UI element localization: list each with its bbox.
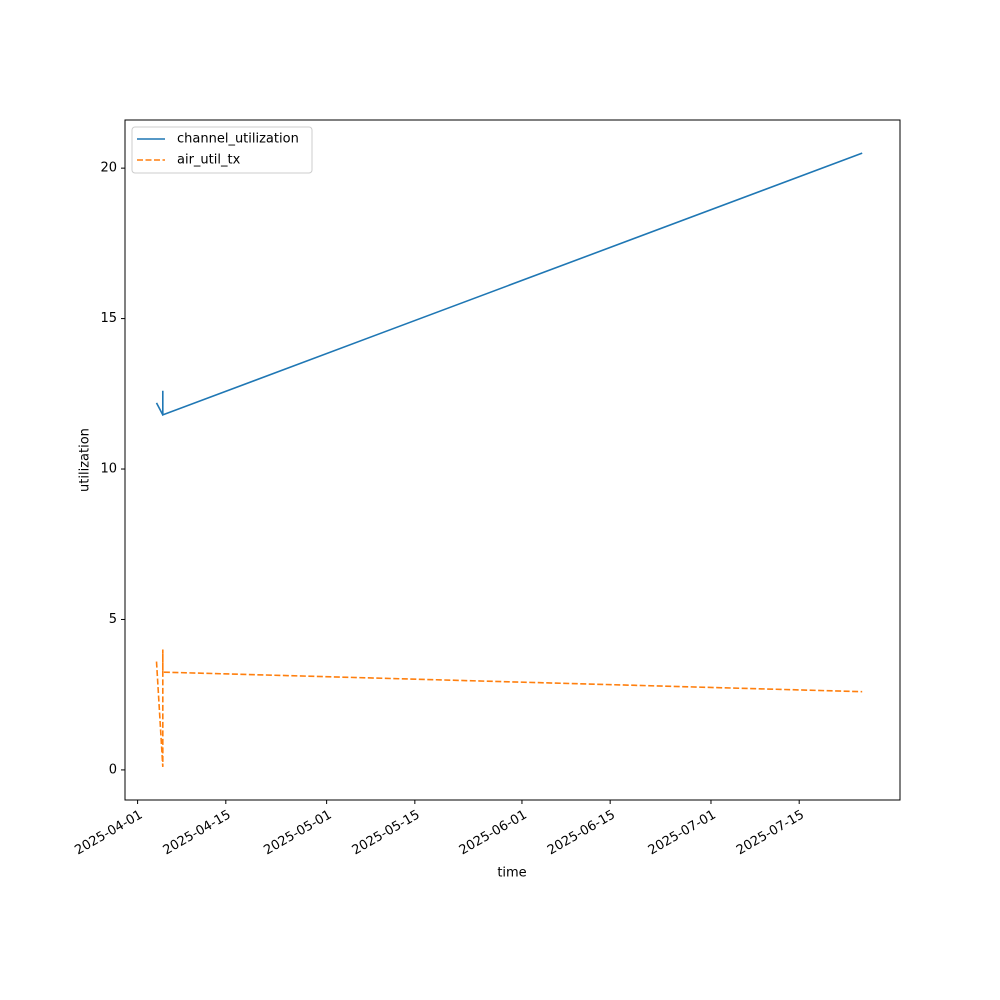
x-tick-label: 2025-04-15 [161,808,234,859]
x-axis-label: time [497,866,526,881]
legend-label: air_util_tx [177,153,241,168]
x-tick-label: 2025-05-01 [261,808,334,859]
legend-box [131,126,313,174]
plot-area [124,119,901,801]
legend-label: channel_utilization [177,132,299,147]
series-line [155,649,863,767]
y-axis-label: utilization [78,428,93,492]
y-tick-label: 5 [109,612,117,627]
y-tick-label: 10 [100,462,117,477]
x-tick-label: 2025-05-15 [350,808,423,859]
x-tick-label: 2025-07-15 [734,808,807,859]
y-tick-label: 20 [100,161,117,176]
x-tick-label: 2025-06-01 [457,808,530,859]
x-tick-label: 2025-04-01 [72,808,145,859]
x-tick-label: 2025-06-15 [545,808,618,859]
y-tick-label: 0 [109,762,117,777]
y-tick-label: 15 [100,311,117,326]
series-line [155,152,863,417]
x-tick-label: 2025-07-01 [646,808,719,859]
